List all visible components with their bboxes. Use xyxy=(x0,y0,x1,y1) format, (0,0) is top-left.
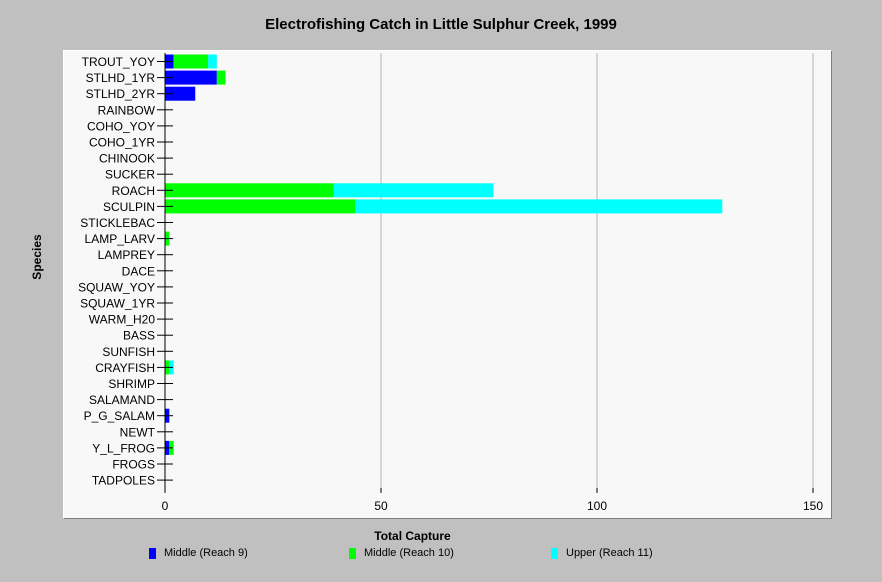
legend-label: Middle (Reach 10) xyxy=(364,547,454,559)
bars xyxy=(165,54,723,455)
bar xyxy=(355,199,723,214)
y-tick-label: SQUAW_1YR xyxy=(80,297,155,311)
legend-item-reach-11: Upper (Reach 11) xyxy=(551,547,653,559)
bar xyxy=(165,199,356,214)
bar xyxy=(165,183,334,198)
y-tick-label: SUNFISH xyxy=(102,345,155,359)
y-tick-label: WARM_H20 xyxy=(89,313,156,327)
legend-swatch xyxy=(551,547,558,559)
y-tick-label: SQUAW_YOY xyxy=(78,280,155,294)
grid-lines xyxy=(380,53,814,488)
y-tick-label: TROUT_YOY xyxy=(82,55,155,69)
legend-item-reach-10: Middle (Reach 10) xyxy=(349,547,454,559)
x-tick-label: 150 xyxy=(803,499,823,513)
axes xyxy=(157,53,814,493)
y-tick-label: SHRIMP xyxy=(108,377,155,391)
legend-label: Upper (Reach 11) xyxy=(566,547,653,559)
y-tick-label: STICKLEBAC xyxy=(80,216,155,230)
x-tick-label: 50 xyxy=(374,499,388,513)
bar xyxy=(165,86,196,101)
bar xyxy=(216,70,226,85)
y-tick-label: Y_L_FROG xyxy=(92,441,155,455)
legend-swatch xyxy=(349,547,356,559)
y-tick-label: FROGS xyxy=(112,458,155,472)
y-tick-label: LAMPREY xyxy=(98,248,155,262)
y-tick-label: DACE xyxy=(122,264,155,278)
y-tick-label: COHO_YOY xyxy=(87,119,155,133)
y-tick-label: P_G_SALAM xyxy=(84,409,155,423)
legend-item-reach-9: Middle (Reach 9) xyxy=(149,547,248,559)
y-tick-label: SCULPIN xyxy=(103,200,155,214)
y-tick-label: SUCKER xyxy=(105,168,155,182)
y-tick-label: STLHD_1YR xyxy=(86,71,156,85)
x-tick-label: 0 xyxy=(162,499,169,513)
y-axis-label: Species xyxy=(30,234,44,280)
bar xyxy=(333,183,494,198)
y-tick-label: ROACH xyxy=(112,184,155,198)
x-axis-label: Total Capture xyxy=(374,529,451,543)
y-tick-label: LAMP_LARV xyxy=(85,232,155,246)
y-tick-label: NEWT xyxy=(120,425,156,439)
legend-swatch xyxy=(149,547,156,559)
bar xyxy=(208,54,217,69)
y-tick-label: STLHD_2YR xyxy=(86,87,156,101)
legend-label: Middle (Reach 9) xyxy=(164,547,248,559)
y-tick-label: TADPOLES xyxy=(92,474,155,488)
tick-labels: 0 50 100 150 TROUT_YOY STLHD_1YR STLHD_2YR RAIN… xyxy=(78,55,823,513)
x-tick-label: 100 xyxy=(587,499,607,513)
plot-panel xyxy=(63,50,832,519)
y-tick-label: RAINBOW xyxy=(98,103,156,117)
y-tick-label: BASS xyxy=(123,329,155,343)
y-tick-label: CHINOOK xyxy=(99,152,155,166)
bar xyxy=(173,54,209,69)
bar xyxy=(165,70,217,85)
y-tick-label: CRAYFISH xyxy=(95,361,155,375)
chart-title: Electrofishing Catch in Little Sulphur C… xyxy=(265,16,617,33)
y-tick-label: SALAMAND xyxy=(89,393,155,407)
y-tick-label: COHO_1YR xyxy=(89,136,155,150)
